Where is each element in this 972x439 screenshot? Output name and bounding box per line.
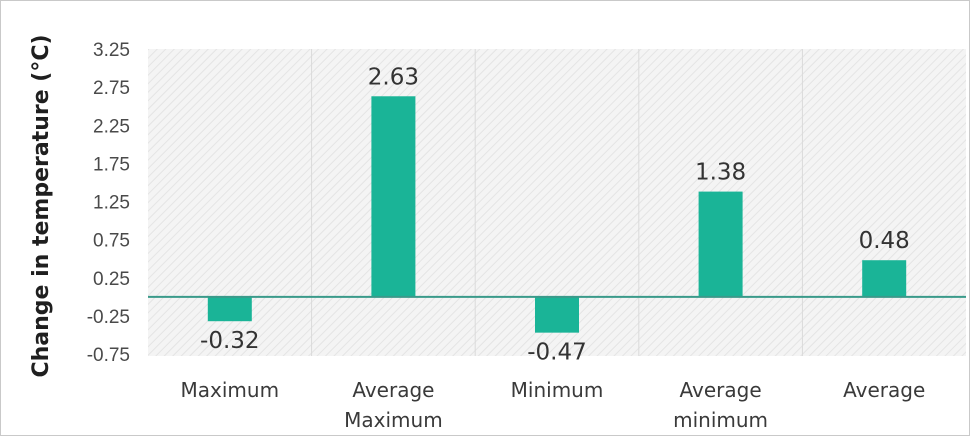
bar (862, 260, 907, 297)
x-tick-label: Average (352, 378, 434, 402)
bar (698, 191, 743, 297)
x-tick-label: Average (680, 378, 762, 402)
x-tick-label: Maximum (181, 378, 280, 402)
y-tick-label: 3.25 (93, 40, 130, 61)
y-axis-title: Change in temperature (°C) (29, 34, 54, 377)
y-tick-label: 2.75 (93, 78, 130, 99)
y-tick-label: 1.75 (93, 154, 130, 175)
x-tick-label: minimum (673, 408, 768, 432)
bar (207, 296, 252, 322)
y-tick-label: 0.75 (93, 231, 130, 252)
data-label: 0.48 (859, 228, 910, 254)
grid-lines (311, 49, 803, 356)
y-tick-label: 2.25 (93, 116, 130, 137)
bar (535, 296, 579, 333)
data-label: 1.38 (695, 160, 746, 186)
x-tick-label: Maximum (344, 408, 443, 432)
y-tick-label: 1.25 (93, 193, 130, 214)
data-label: 2.63 (368, 64, 419, 90)
labels: 3.25 2.75 2.25 1.75 1.25 0.75 0.25 -0.25 -0.75 -0… (87, 40, 926, 432)
y-tick-label: -0.75 (87, 345, 130, 366)
data-label: -0.32 (200, 328, 260, 354)
x-tick-label: Minimum (511, 378, 604, 402)
y-tick-label: -0.25 (87, 307, 130, 328)
bar (371, 96, 416, 297)
data-label: -0.47 (527, 340, 587, 366)
x-tick-label: Average (843, 378, 925, 402)
bars (207, 96, 907, 333)
y-tick-label: 0.25 (93, 269, 130, 290)
